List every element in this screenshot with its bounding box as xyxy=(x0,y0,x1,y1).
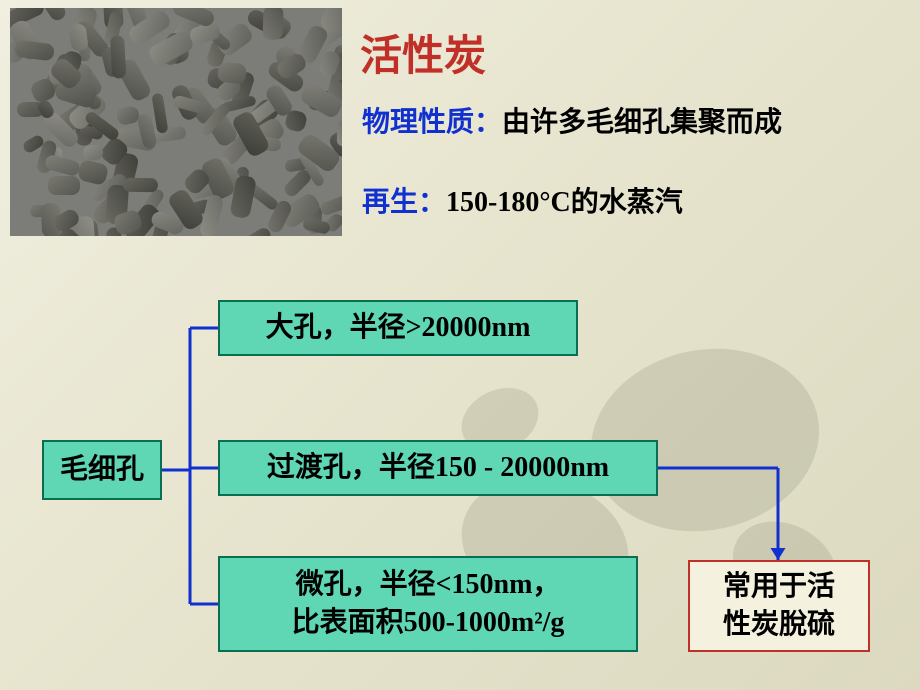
regen-text: 150-180°C的水蒸汽 xyxy=(446,187,683,218)
regeneration-line: 再生：150-180°C的水蒸汽 xyxy=(362,180,683,220)
physical-text: 由许多毛细孔集聚而成 xyxy=(502,107,782,138)
physical-label: 物理性质： xyxy=(362,107,502,138)
carbon-pellets-photo xyxy=(10,8,342,236)
micro-pore-box: 微孔，半径<150nm，比表面积500-1000m²/g xyxy=(218,556,638,652)
transition-pore-box: 过渡孔，半径150 - 20000nm xyxy=(218,440,658,496)
regen-label: 再生： xyxy=(362,187,446,218)
pore-root-box: 毛细孔 xyxy=(42,440,162,500)
slide-title: 活性炭 xyxy=(360,22,486,83)
physical-property-line: 物理性质：由许多毛细孔集聚而成 xyxy=(362,100,782,140)
large-pore-box: 大孔，半径>20000nm xyxy=(218,300,578,356)
desulfurization-box: 常用于活性炭脫硫 xyxy=(688,560,870,652)
